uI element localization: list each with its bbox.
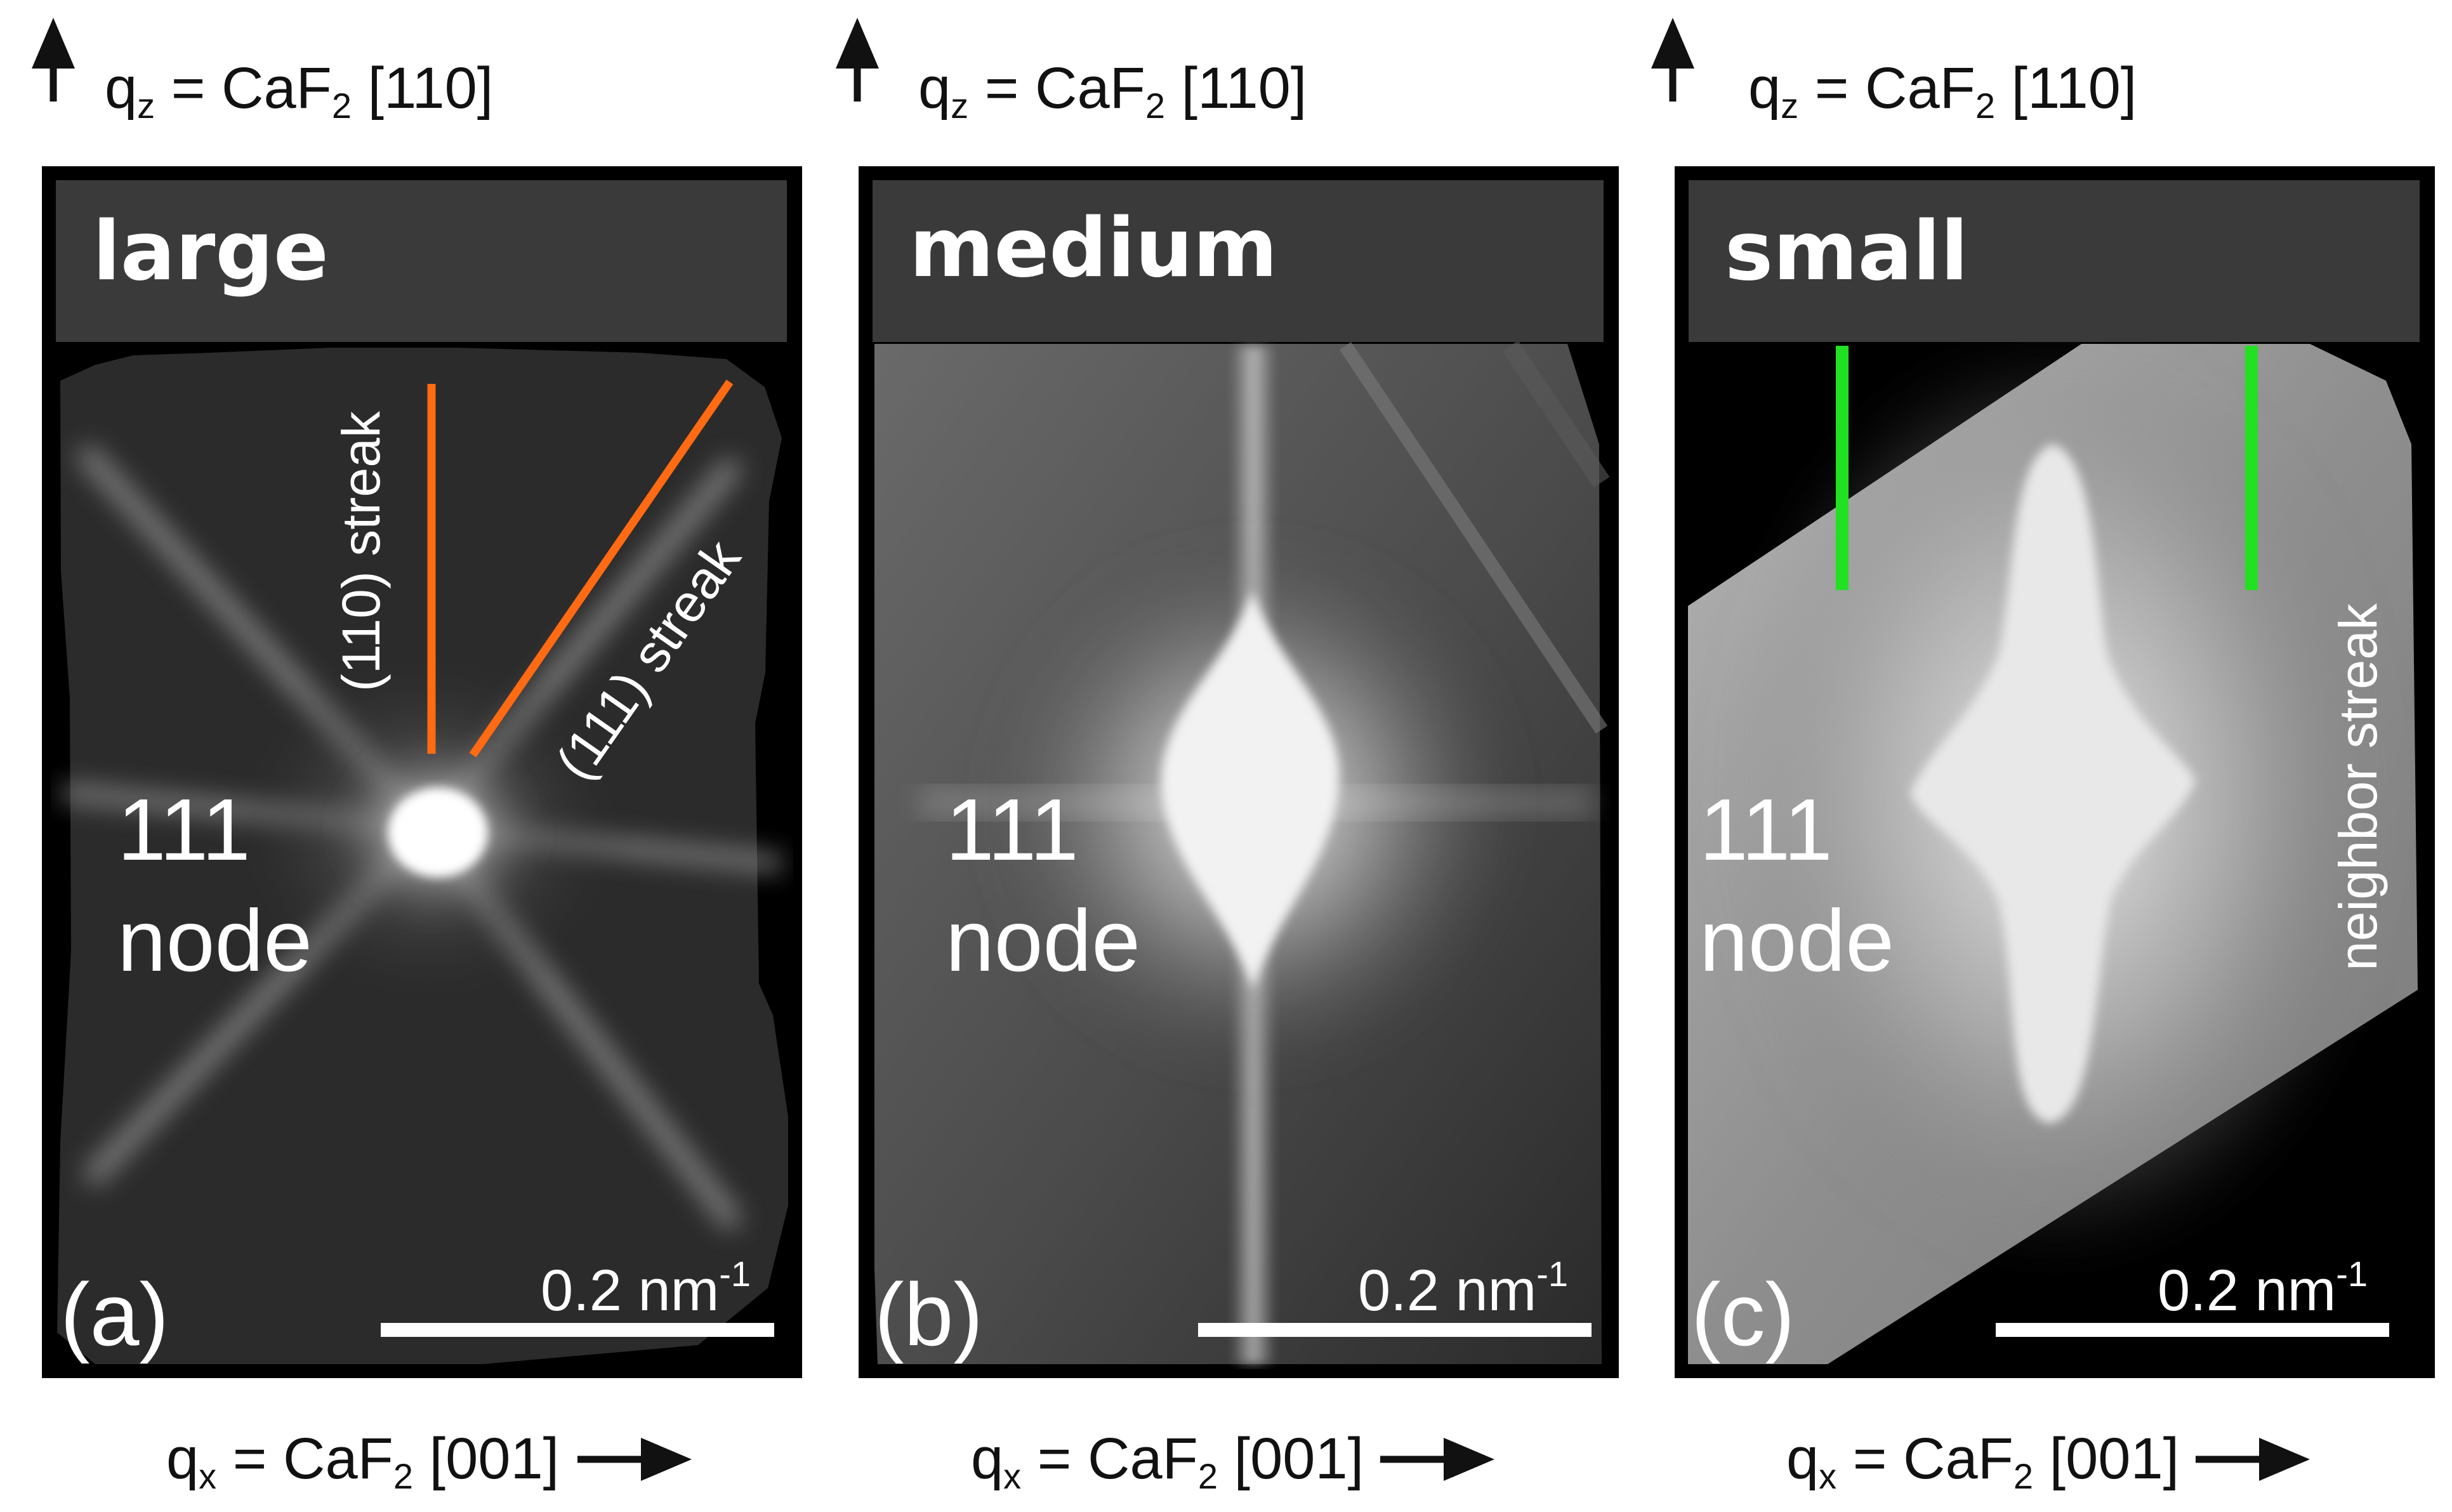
panel-b-title: medium <box>909 201 1277 296</box>
panel-a-scale-label: 0.2 nm-1 <box>541 1254 751 1323</box>
right-arrow-head-icon <box>2259 1438 2310 1481</box>
qz-axis-label-a: qz = CaF2 [110] <box>32 18 493 126</box>
svg-text:qx = CaF2 [001]: qx = CaF2 [001] <box>971 1426 1364 1496</box>
svg-text:qz = CaF2 [110]: qz = CaF2 [110] <box>1748 56 2137 126</box>
up-arrow-head-icon <box>32 18 75 69</box>
panel-a-title: large <box>93 204 329 299</box>
panel-c-111-peak <box>1910 444 2196 1123</box>
panel-c-scale-label: 0.2 nm-1 <box>2158 1254 2368 1323</box>
panel-a-111-marker <box>469 379 734 758</box>
panel-c-scale-bar <box>1996 1323 2389 1337</box>
up-arrow-head-icon <box>1651 18 1694 69</box>
panel-c-marker-right <box>2245 346 2258 590</box>
panel-c-title: small <box>1725 204 1968 299</box>
panel-b-node-label-2: node <box>946 892 1140 990</box>
panel-b-111-peak <box>1161 590 1339 990</box>
panel-c-node-label-2: node <box>1699 892 1894 990</box>
svg-text:qx = CaF2 [001]: qx = CaF2 [001] <box>1786 1426 2179 1496</box>
qz-axis-label-b: qz = CaF2 [110] <box>836 18 1307 126</box>
panel-a-label: (a) <box>60 1265 169 1364</box>
panel-a-node-label-1: 111 <box>117 781 251 879</box>
svg-text:qz = CaF2 [110]: qz = CaF2 [110] <box>918 56 1307 126</box>
up-arrow-head-icon <box>836 18 879 69</box>
svg-text:qz = CaF2 [110]: qz = CaF2 [110] <box>105 56 493 126</box>
panel-c-title-bar <box>1689 180 2420 342</box>
panel-a-title-bar <box>56 180 787 342</box>
panel-a-scale-bar <box>381 1323 774 1337</box>
panel-b-scale-bar <box>1198 1323 1592 1337</box>
right-arrow-head-icon <box>1444 1438 1494 1481</box>
panel-b-node-label-1: 111 <box>946 781 1079 879</box>
qx-axis-label-b: qx = CaF2 [001] <box>971 1426 1494 1496</box>
svg-text:qx = CaF2 [001]: qx = CaF2 [001] <box>166 1426 559 1496</box>
panel-b-scale-label: 0.2 nm-1 <box>1358 1254 1568 1323</box>
panel-c-node-label-1: 111 <box>1699 781 1833 879</box>
panel-c: small neighbor streak 111 node 0.2 nm-1 … <box>1675 166 2435 1378</box>
right-arrow-head-icon <box>641 1438 692 1481</box>
panel-b-label: (b) <box>874 1265 983 1364</box>
panel-a: large (110) streak (111) streak 111 node… <box>42 166 802 1378</box>
panel-a-110-streak-label: (110) streak <box>331 411 391 692</box>
panel-b-title-bar <box>873 180 1604 342</box>
panel-c-label: (c) <box>1691 1265 1795 1364</box>
panel-b: medium 111 node 0.2 nm-1 (b) <box>859 166 1619 1378</box>
panel-a-node-label-2: node <box>117 892 312 990</box>
panel-c-neighbor-streak-label: neighbor streak <box>2328 603 2388 971</box>
qx-axis-label-c: qx = CaF2 [001] <box>1786 1426 2310 1496</box>
qx-axis-label-a: qx = CaF2 [001] <box>166 1426 692 1496</box>
qz-axis-label-c: qz = CaF2 [110] <box>1651 18 2137 126</box>
panel-a-111-peak <box>388 788 487 877</box>
panel-c-marker-left <box>1836 346 1849 590</box>
